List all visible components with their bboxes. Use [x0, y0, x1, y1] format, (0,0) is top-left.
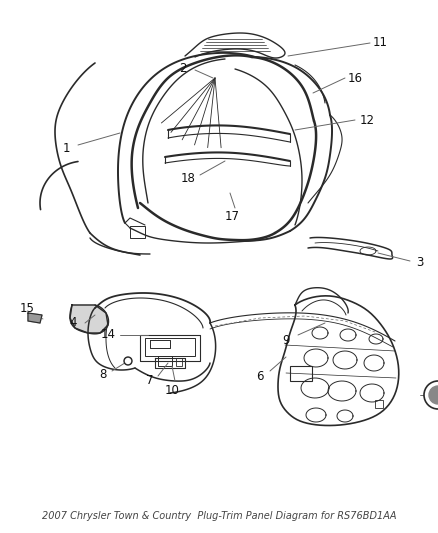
- Text: 16: 16: [347, 71, 363, 85]
- Text: 6: 6: [256, 369, 264, 383]
- Circle shape: [124, 357, 132, 365]
- Text: 12: 12: [360, 114, 374, 126]
- Polygon shape: [70, 305, 108, 333]
- Circle shape: [424, 381, 438, 409]
- Text: 2: 2: [179, 61, 187, 75]
- Bar: [375, 400, 383, 408]
- Text: 10: 10: [165, 384, 180, 397]
- Text: 2007 Chrysler Town & Country  Plug-Trim Panel Diagram for RS76BD1AA: 2007 Chrysler Town & Country Plug-Trim P…: [42, 511, 396, 521]
- Bar: [158, 356, 172, 366]
- Text: 8: 8: [99, 368, 107, 382]
- Text: 1: 1: [62, 141, 70, 155]
- Bar: [176, 358, 182, 366]
- Text: 9: 9: [282, 334, 290, 346]
- Text: 3: 3: [416, 256, 424, 270]
- Polygon shape: [28, 313, 42, 323]
- Text: 4: 4: [69, 317, 77, 329]
- Text: 15: 15: [20, 303, 35, 316]
- Text: 17: 17: [225, 211, 240, 223]
- Text: 14: 14: [100, 328, 116, 342]
- Bar: [145, 338, 195, 356]
- Bar: [130, 226, 145, 238]
- Text: 18: 18: [180, 172, 195, 184]
- Text: 11: 11: [372, 36, 388, 50]
- Bar: [290, 366, 312, 381]
- Text: 7: 7: [146, 375, 154, 387]
- Circle shape: [429, 386, 438, 404]
- Circle shape: [126, 359, 131, 364]
